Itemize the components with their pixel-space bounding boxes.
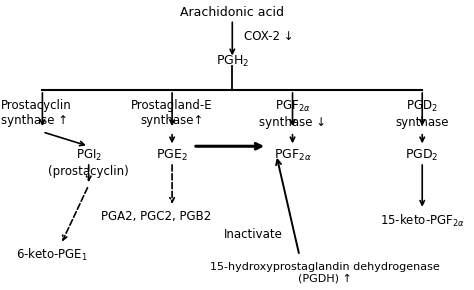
- Text: 15-keto-PGF$_{2\alpha}$: 15-keto-PGF$_{2\alpha}$: [380, 213, 465, 229]
- Text: 15-hydroxyprostaglandin dehydrogenase
(PGDH) ↑: 15-hydroxyprostaglandin dehydrogenase (P…: [210, 262, 440, 283]
- Text: Inactivate: Inactivate: [224, 229, 283, 241]
- Text: PGD$_2$: PGD$_2$: [405, 148, 439, 163]
- Text: 6-keto-PGE$_1$: 6-keto-PGE$_1$: [16, 247, 88, 263]
- Text: PGF$_{2\alpha}$: PGF$_{2\alpha}$: [273, 148, 311, 163]
- Text: PGF$_{2\alpha}$
synthase ↓: PGF$_{2\alpha}$ synthase ↓: [259, 99, 326, 129]
- Text: Prostagland-E
synthase↑: Prostagland-E synthase↑: [131, 99, 213, 127]
- Text: Prostacyclin
synthase ↑: Prostacyclin synthase ↑: [0, 99, 72, 127]
- Text: PGI$_2$
(prostacyclin): PGI$_2$ (prostacyclin): [48, 148, 129, 178]
- Text: Arachidonic acid: Arachidonic acid: [180, 6, 284, 19]
- Text: COX-2 ↓: COX-2 ↓: [244, 30, 293, 43]
- Text: PGH$_2$: PGH$_2$: [216, 54, 249, 69]
- Text: PGD$_2$
synthase: PGD$_2$ synthase: [395, 99, 449, 129]
- Text: PGA2, PGC2, PGB2: PGA2, PGC2, PGB2: [101, 210, 211, 223]
- Text: PGE$_2$: PGE$_2$: [156, 148, 188, 163]
